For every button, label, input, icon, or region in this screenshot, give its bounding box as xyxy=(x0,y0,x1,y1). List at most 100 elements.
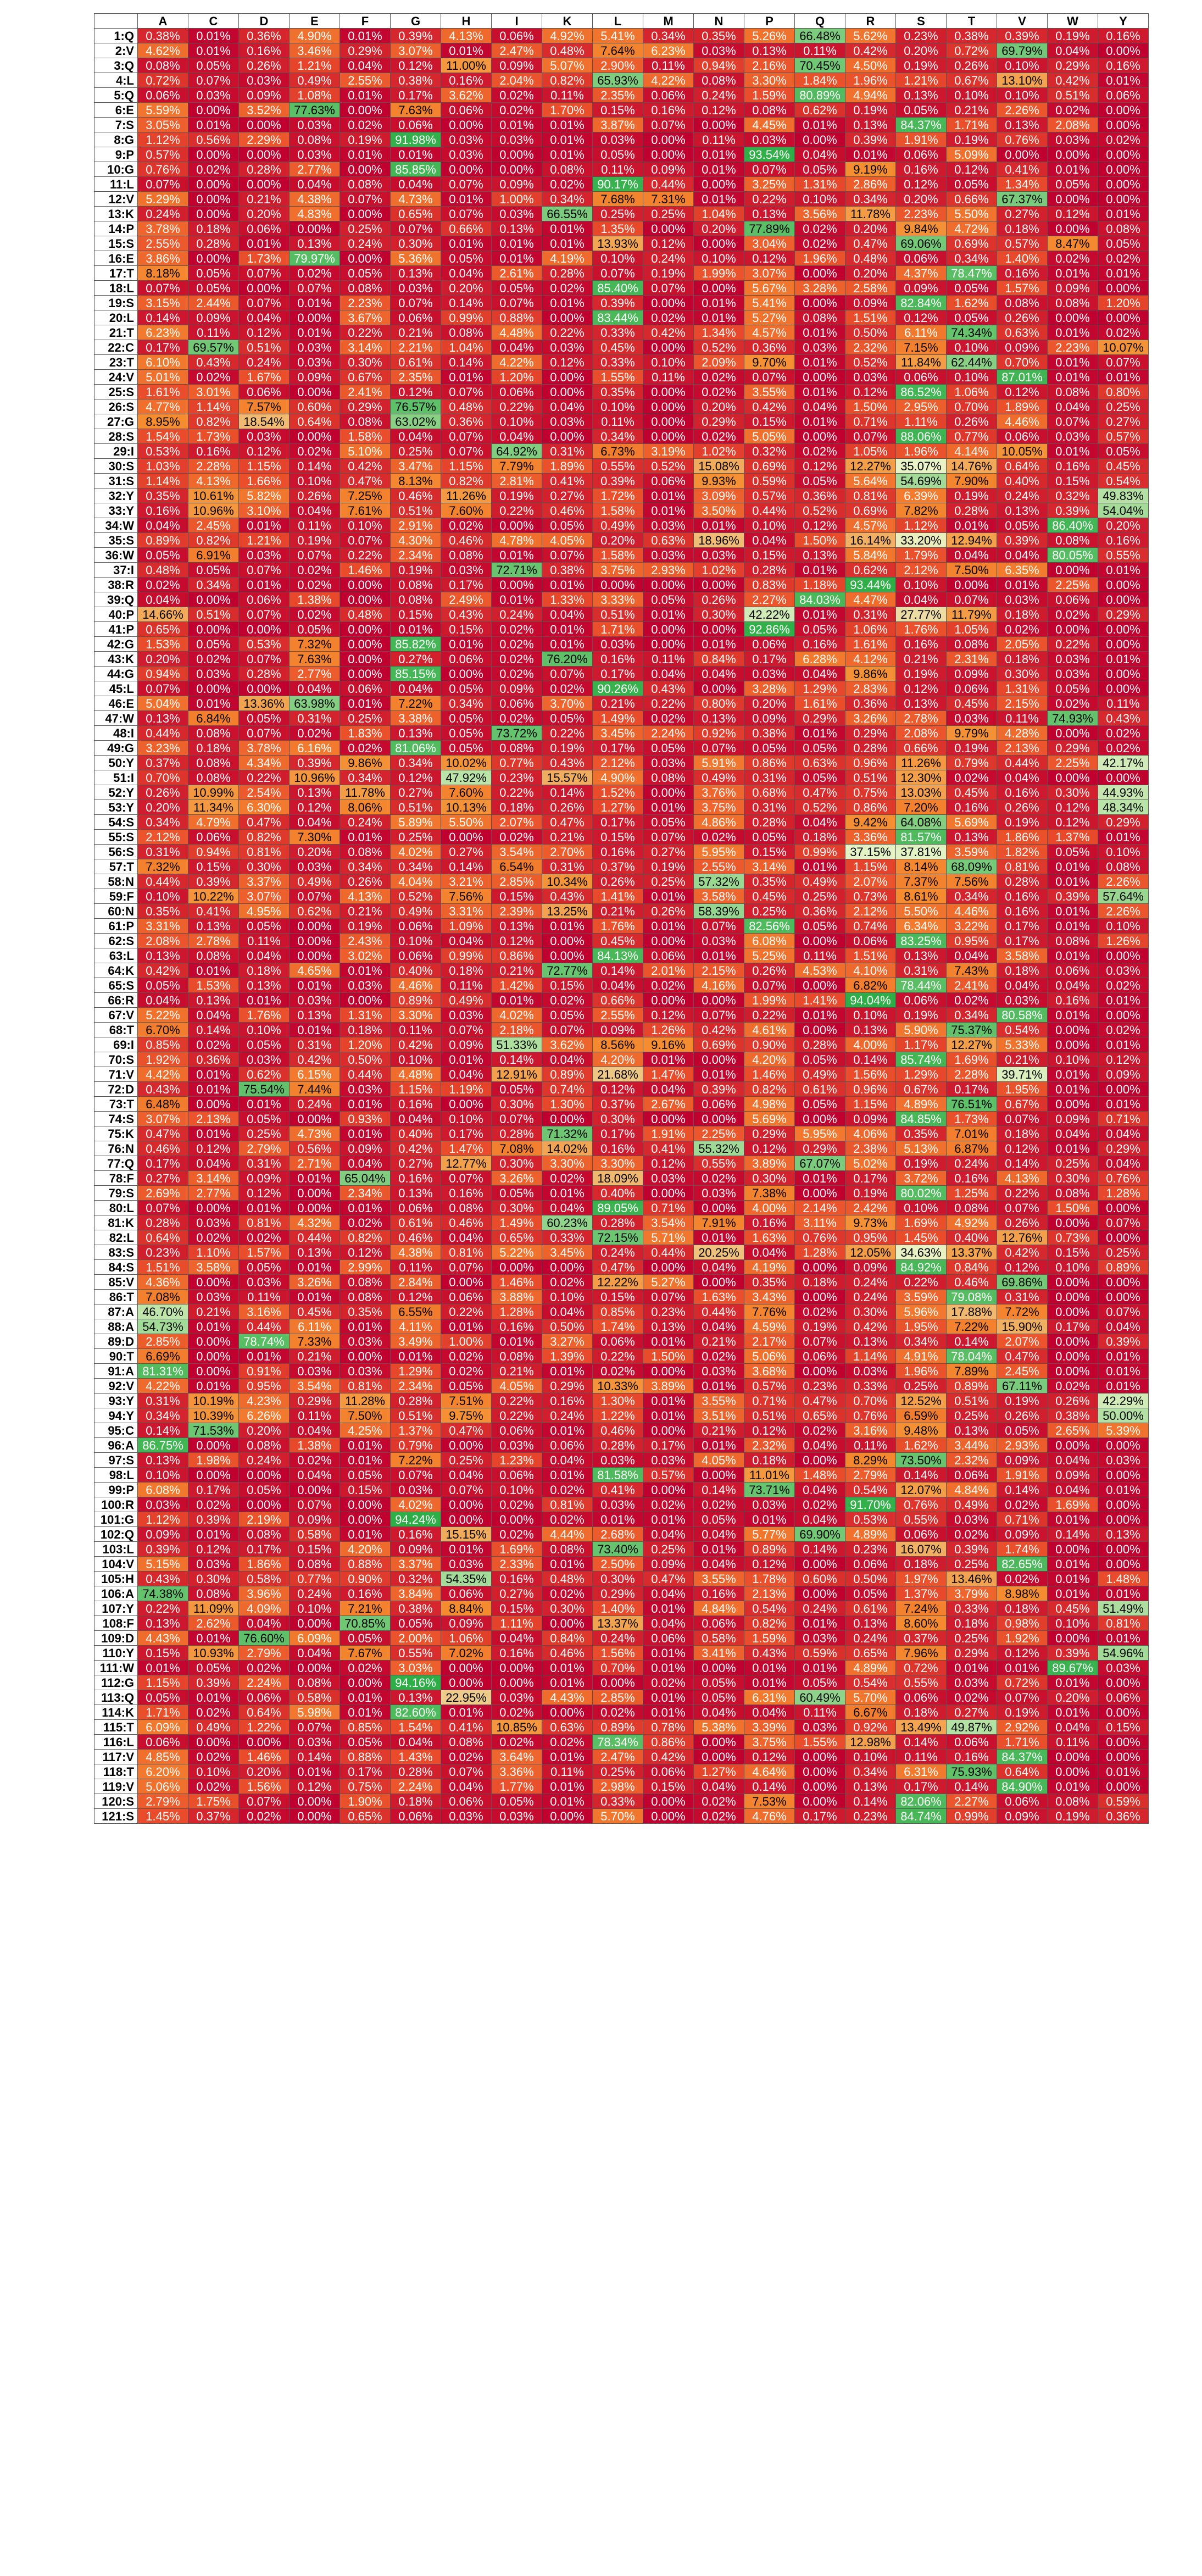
heatmap-cell: 1.96% xyxy=(895,443,947,459)
heatmap-cell: 73.71% xyxy=(744,1482,795,1497)
heatmap-cell: 0.01% xyxy=(441,1541,492,1557)
heatmap-cell: 4.57% xyxy=(845,518,896,533)
heatmap-cell: 1.04% xyxy=(441,340,492,355)
heatmap-cell: 12.05% xyxy=(845,1245,896,1260)
heatmap-cell: 5.36% xyxy=(390,251,441,266)
table-row: 42:G 1.53% 0.05% 0.53% 7.32% 0.00% 85.82% 0.01%… xyxy=(94,636,1149,652)
heatmap-cell: 3.88% xyxy=(491,1289,542,1304)
table-row: 46:E 5.04% 0.01% 13.36% 63.98% 0.01% 7.22% 0.34… xyxy=(94,696,1149,711)
heatmap-cell: 0.09% xyxy=(1098,1067,1149,1082)
heatmap-cell: 0.04% xyxy=(441,265,492,281)
heatmap-cell: 2.79% xyxy=(845,1467,896,1483)
heatmap-cell: 73.40% xyxy=(592,1541,643,1557)
heatmap-cell: 0.36% xyxy=(441,414,492,429)
heatmap-cell: 2.77% xyxy=(188,1185,239,1201)
heatmap-cell: 0.08% xyxy=(340,176,391,192)
heatmap-cell: 0.00% xyxy=(643,1363,694,1379)
heatmap-cell: 0.03% xyxy=(592,132,643,147)
heatmap-cell: 0.21% xyxy=(997,1052,1048,1067)
table-row: 6:E 5.59% 0.00% 3.52% 77.63% 0.00% 7.63% 0.06% 0… xyxy=(94,102,1149,118)
heatmap-cell: 0.00% xyxy=(542,429,593,444)
heatmap-cell: 4.13% xyxy=(340,889,391,904)
heatmap-cell: 0.04% xyxy=(238,948,290,963)
heatmap-cell: 0.42% xyxy=(1047,73,1098,88)
heatmap-cell: 1.25% xyxy=(946,1185,997,1201)
heatmap-cell: 0.19% xyxy=(946,132,997,147)
heatmap-cell: 0.01% xyxy=(390,1348,441,1364)
heatmap-cell: 0.02% xyxy=(643,1497,694,1512)
heatmap-cell: 0.65% xyxy=(845,1645,896,1661)
heatmap-cell: 0.25% xyxy=(592,206,643,221)
heatmap-cell: 0.04% xyxy=(693,1319,744,1334)
heatmap-cell: 4.00% xyxy=(744,1200,795,1215)
heatmap-cell: 0.05% xyxy=(238,1037,290,1052)
heatmap-cell: 0.00% xyxy=(794,1185,845,1201)
heatmap-cell: 0.25% xyxy=(441,1452,492,1468)
heatmap-cell: 1.03% xyxy=(137,458,188,474)
heatmap-cell: 5.22% xyxy=(491,1245,542,1260)
heatmap-cell: 0.00% xyxy=(1098,1675,1149,1690)
heatmap-cell: 0.06% xyxy=(491,1467,542,1483)
heatmap-cell: 6.84% xyxy=(188,710,239,726)
heatmap-cell: 0.01% xyxy=(491,251,542,266)
heatmap-cell: 13.03% xyxy=(895,785,947,800)
heatmap-cell: 0.04% xyxy=(744,1705,795,1720)
heatmap-cell: 0.66% xyxy=(592,992,643,1008)
heatmap-cell: 7.76% xyxy=(744,1304,795,1319)
heatmap-cell: 0.02% xyxy=(137,577,188,592)
heatmap-cell: 0.46% xyxy=(390,1230,441,1245)
heatmap-cell: 0.99% xyxy=(441,948,492,963)
heatmap-cell: 11.28% xyxy=(340,1393,391,1408)
column-header-N: N xyxy=(693,13,744,29)
heatmap-cell: 1.96% xyxy=(794,251,845,266)
heatmap-cell: 3.14% xyxy=(744,859,795,874)
heatmap-cell: 0.57% xyxy=(137,147,188,162)
heatmap-cell: 0.04% xyxy=(289,1467,340,1483)
heatmap-cell: 0.95% xyxy=(238,1378,290,1394)
heatmap-cell: 0.01% xyxy=(1047,1586,1098,1601)
table-row: 107:Y 0.22% 11.09% 4.09% 0.10% 7.21% 0.38% 8.84… xyxy=(94,1601,1149,1616)
heatmap-cell: 69.57% xyxy=(188,340,239,355)
heatmap-cell: 0.02% xyxy=(946,992,997,1008)
heatmap-cell: 0.25% xyxy=(643,206,694,221)
heatmap-cell: 12.07% xyxy=(895,1482,947,1497)
heatmap-cell: 0.02% xyxy=(693,829,744,845)
heatmap-cell: 0.34% xyxy=(592,429,643,444)
heatmap-cell: 0.26% xyxy=(340,874,391,889)
heatmap-cell: 0.07% xyxy=(542,1022,593,1037)
heatmap-cell: 0.47% xyxy=(794,785,845,800)
heatmap-cell: 0.02% xyxy=(542,1512,593,1527)
heatmap-cell: 0.16% xyxy=(592,1141,643,1156)
heatmap-cell: 0.01% xyxy=(693,1541,744,1557)
heatmap-cell: 0.19% xyxy=(895,58,947,73)
heatmap-cell: 1.49% xyxy=(592,710,643,726)
column-header-P: P xyxy=(744,13,795,29)
heatmap-cell: 7.61% xyxy=(340,503,391,518)
heatmap-cell: 54.04% xyxy=(1098,503,1149,518)
heatmap-cell: 69.06% xyxy=(895,236,947,251)
heatmap-cell: 3.54% xyxy=(491,844,542,859)
heatmap-cell: 68.09% xyxy=(946,859,997,874)
heatmap-cell: 0.00% xyxy=(542,948,593,963)
heatmap-cell: 0.04% xyxy=(643,1586,694,1601)
heatmap-cell: 12.30% xyxy=(895,770,947,785)
heatmap-cell: 0.16% xyxy=(491,1571,542,1586)
heatmap-cell: 0.02% xyxy=(693,1348,744,1364)
heatmap-cell: 0.42% xyxy=(693,1022,744,1037)
heatmap-cell: 0.00% xyxy=(188,1467,239,1483)
heatmap-cell: 4.64% xyxy=(744,1764,795,1779)
heatmap-cell: 0.07% xyxy=(340,191,391,207)
heatmap-cell: 0.43% xyxy=(744,1645,795,1661)
heatmap-cell: 0.08% xyxy=(542,1541,593,1557)
heatmap-cell: 0.01% xyxy=(693,518,744,533)
heatmap-cell: 0.04% xyxy=(289,503,340,518)
heatmap-cell: 0.31% xyxy=(895,963,947,978)
table-row: 2:V 4.62% 0.01% 0.16% 3.46% 0.29% 3.07% 0.01% 2.… xyxy=(94,43,1149,58)
heatmap-cell: 0.00% xyxy=(340,621,391,637)
heatmap-cell: 0.39% xyxy=(1047,1645,1098,1661)
heatmap-cell: 0.02% xyxy=(491,102,542,118)
heatmap-cell: 0.33% xyxy=(845,1378,896,1394)
heatmap-cell: 0.12% xyxy=(997,384,1048,399)
heatmap-cell: 67.11% xyxy=(997,1378,1048,1394)
heatmap-cell: 0.01% xyxy=(542,117,593,132)
